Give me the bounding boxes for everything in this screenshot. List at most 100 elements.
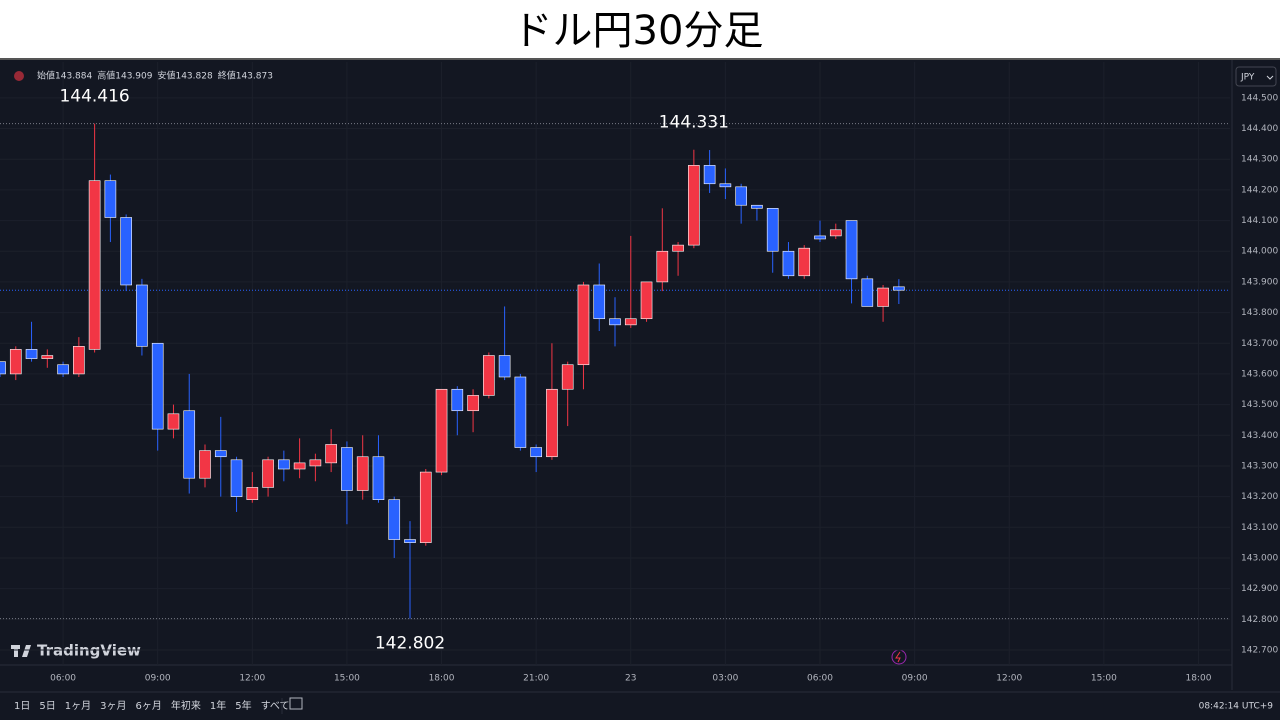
candle-body bbox=[514, 376, 527, 448]
y-tick-label: 143.500 bbox=[1241, 400, 1278, 410]
x-tick-label: 06:00 bbox=[807, 674, 833, 684]
y-tick-label: 143.400 bbox=[1241, 431, 1278, 441]
y-tick-label: 144.000 bbox=[1241, 247, 1278, 257]
candle-body bbox=[246, 487, 259, 500]
candle-body bbox=[57, 364, 69, 375]
candle-body bbox=[278, 459, 290, 470]
candle-body bbox=[293, 462, 306, 470]
candle-body bbox=[341, 447, 353, 491]
candle-body bbox=[561, 364, 574, 390]
candle-body bbox=[530, 447, 542, 458]
candle-body bbox=[41, 355, 54, 359]
ohlc-label: 終値 bbox=[218, 70, 236, 82]
x-tick-label: 09:00 bbox=[902, 674, 928, 684]
candle-body bbox=[262, 459, 274, 488]
y-tick-label: 143.100 bbox=[1241, 523, 1278, 533]
x-tick-label: 12:00 bbox=[996, 674, 1022, 684]
y-tick-label: 143.700 bbox=[1241, 339, 1278, 349]
alert-bolt bbox=[895, 651, 901, 663]
y-tick-label: 142.900 bbox=[1241, 584, 1278, 594]
candle-body bbox=[656, 250, 669, 283]
candle-body bbox=[419, 471, 432, 543]
candle-body bbox=[640, 281, 653, 320]
range-button[interactable]: 1年 bbox=[210, 699, 226, 712]
range-button[interactable]: 5年 bbox=[235, 699, 251, 712]
title-bar bbox=[0, 0, 1280, 58]
currency[interactable]: JPY bbox=[1240, 73, 1255, 83]
candle-body bbox=[25, 349, 38, 359]
x-tick-label: 09:00 bbox=[145, 674, 171, 684]
x-tick-label: 15:00 bbox=[1091, 674, 1117, 684]
ohlc-value: 143.909 bbox=[115, 72, 152, 82]
range-button[interactable]: 1日 bbox=[14, 701, 30, 712]
candle-body bbox=[372, 456, 385, 500]
candle-body bbox=[593, 284, 606, 320]
candle-body bbox=[325, 444, 337, 464]
range-button[interactable]: 3ヶ月 bbox=[100, 700, 126, 712]
candle-body bbox=[183, 410, 196, 479]
candle-body bbox=[356, 456, 369, 491]
y-tick-label: 144.400 bbox=[1241, 124, 1278, 134]
x-tick-label: 03:00 bbox=[712, 674, 738, 684]
ohlc-label: 始値 bbox=[37, 70, 55, 82]
candle-body bbox=[609, 318, 621, 326]
range-button[interactable]: 5日 bbox=[39, 701, 55, 712]
candle-body bbox=[435, 388, 448, 473]
x-tick-label: 21:00 bbox=[523, 674, 549, 684]
range-button[interactable]: 6ヶ月 bbox=[136, 700, 162, 712]
currency-button[interactable] bbox=[1235, 66, 1277, 87]
range-button[interactable]: すべて bbox=[261, 700, 290, 712]
y-tick-label: 143.300 bbox=[1241, 461, 1278, 471]
y-tick-label: 143.800 bbox=[1241, 308, 1278, 318]
ohlc-value: 143.828 bbox=[175, 72, 212, 82]
dropdown-arrow bbox=[1266, 75, 1274, 80]
price-annotation: 144.416 bbox=[59, 87, 129, 107]
x-tick-label: 12:00 bbox=[239, 674, 265, 684]
x-tick-label: 15:00 bbox=[334, 674, 360, 684]
ohlc-label: 安値 bbox=[157, 70, 175, 82]
candle-body bbox=[451, 388, 464, 412]
candle-body bbox=[404, 539, 416, 543]
chart-background bbox=[0, 58, 1280, 720]
x-tick-label: 23 bbox=[625, 674, 636, 684]
candle-body bbox=[845, 220, 858, 280]
y-tick-label: 143.200 bbox=[1241, 492, 1278, 502]
candle-body bbox=[829, 229, 842, 237]
y-tick-label: 142.700 bbox=[1241, 645, 1278, 655]
price-annotation: 142.802 bbox=[375, 634, 445, 654]
range-button[interactable]: 年初来 bbox=[171, 699, 201, 712]
candle-body bbox=[814, 235, 826, 240]
y-tick-label: 143.000 bbox=[1241, 553, 1278, 563]
candle-body bbox=[546, 388, 558, 458]
candle-body bbox=[672, 244, 684, 252]
y-tick-label: 143.600 bbox=[1241, 369, 1278, 379]
candle-body bbox=[483, 355, 495, 396]
candle-body bbox=[798, 247, 811, 277]
y-tick-label: 144.500 bbox=[1241, 93, 1278, 103]
logo-shape bbox=[22, 645, 31, 657]
candle-body bbox=[309, 459, 322, 467]
range-button[interactable]: 1ヶ月 bbox=[65, 700, 91, 712]
candle-body bbox=[624, 318, 637, 326]
candle-body bbox=[688, 165, 700, 246]
date-range-icon[interactable] bbox=[289, 697, 303, 710]
candle-body bbox=[230, 459, 243, 497]
candle-body bbox=[120, 217, 132, 286]
candle-body bbox=[703, 165, 716, 185]
candle-body bbox=[136, 284, 148, 347]
candle-body bbox=[735, 186, 747, 206]
x-tick-label: 18:00 bbox=[429, 674, 455, 684]
x-tick-label: 18:00 bbox=[1185, 674, 1211, 684]
y-tick-label: 142.800 bbox=[1241, 615, 1278, 625]
y-tick-label: 144.300 bbox=[1241, 155, 1278, 165]
candle-body bbox=[214, 450, 227, 458]
price-annotation: 144.331 bbox=[659, 113, 729, 133]
y-tick-label: 144.200 bbox=[1241, 185, 1278, 195]
candle-body bbox=[577, 284, 590, 366]
ohlc-value: 143.884 bbox=[55, 72, 92, 82]
symbol-icon bbox=[14, 71, 24, 81]
candle-body bbox=[766, 208, 779, 252]
brand: TradingView bbox=[37, 642, 141, 660]
